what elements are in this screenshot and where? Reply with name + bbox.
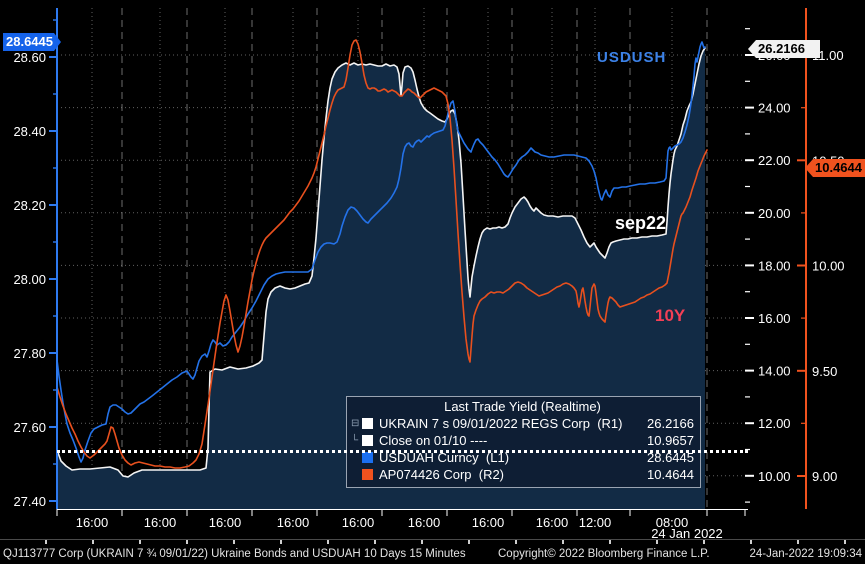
legend-row-0[interactable]: ⊟ UKRAIN 7 s 09/01/2022 REGS Corp (R1) 26.… (351, 415, 694, 432)
svg-text:08:00: 08:00 (656, 515, 689, 530)
legend-tree-glyph: ⊟ (351, 417, 360, 429)
svg-text:28.60: 28.60 (13, 50, 46, 65)
status-security-description: QJ113777 Corp (UKRAIN 7 ¾ 09/01/22) Ukra… (3, 548, 466, 560)
legend-swatch-icon (362, 452, 373, 463)
svg-text:16.00: 16.00 (758, 311, 791, 326)
svg-text:10.00: 10.00 (758, 469, 791, 484)
legend-value: 28.6445 (647, 450, 694, 465)
chart-plot-area[interactable]: 28.6028.4028.2028.0027.8027.6027.4026.00… (0, 0, 865, 538)
legend-row-1[interactable]: └ Close on 01/10 ---- 10.9657 (351, 432, 694, 449)
legend-row-3[interactable]: AP074426 Corp (R2) 10.4644 (351, 466, 694, 483)
svg-text:16:00: 16:00 (408, 515, 441, 530)
legend-row-2[interactable]: USDUAH Curncy (L1) 28.6445 (351, 449, 694, 466)
svg-text:14.00: 14.00 (758, 364, 791, 379)
svg-text:22.00: 22.00 (758, 153, 791, 168)
legend-label: Close on 01/10 ---- (379, 433, 488, 448)
series-line-usduah (56, 41, 706, 463)
legend-label: UKRAIN 7 s 09/01/2022 REGS Corp (R1) (379, 416, 623, 431)
svg-text:28.00: 28.00 (13, 272, 46, 287)
last-value-tag-10y-bond: 10.4644 (805, 159, 865, 177)
chart-legend[interactable]: Last Trade Yield (Realtime) ⊟ UKRAIN 7 s … (346, 396, 701, 488)
x-axis: 16:00 16:00 16:00 16:00 16:00 16:00 16:00 16:00… (56, 509, 748, 538)
annotation-10y: 10Y (655, 306, 686, 325)
svg-text:16:00: 16:00 (277, 515, 310, 530)
last-value-tag-usduah: 28.6445 (3, 33, 61, 51)
status-bar: QJ113777 Corp (UKRAIN 7 ¾ 09/01/22) Ukra… (0, 539, 865, 564)
svg-text:28.20: 28.20 (13, 198, 46, 213)
legend-title: Last Trade Yield (Realtime) (444, 399, 601, 414)
close-reference-line (57, 450, 748, 453)
svg-text:16:00: 16:00 (472, 515, 505, 530)
legend-label: AP074426 Corp (R2) (379, 467, 505, 482)
svg-text:16:00: 16:00 (342, 515, 375, 530)
legend-value: 10.4644 (647, 467, 694, 482)
svg-text:16:00: 16:00 (536, 515, 569, 530)
svg-text:24.00: 24.00 (758, 101, 791, 116)
svg-text:27.60: 27.60 (13, 420, 46, 435)
series-line-sep22 (56, 47, 706, 478)
svg-text:18.00: 18.00 (758, 258, 791, 273)
svg-text:9.50: 9.50 (812, 364, 837, 379)
legend-swatch-icon (362, 418, 373, 429)
legend-label: USDUAH Curncy (L1) (379, 450, 510, 465)
legend-value: 10.9657 (647, 433, 694, 448)
svg-text:27.80: 27.80 (13, 346, 46, 361)
last-value-tag-ukrain-bond: 26.2166 (748, 40, 820, 58)
legend-swatch-icon (362, 469, 373, 480)
svg-text:16:00: 16:00 (144, 515, 177, 530)
svg-text:28.40: 28.40 (13, 124, 46, 139)
svg-text:9.00: 9.00 (812, 469, 837, 484)
svg-text:12.00: 12.00 (758, 416, 791, 431)
svg-text:10.00: 10.00 (812, 259, 845, 274)
status-copyright: Copyright© 2022 Bloomberg Finance L.P. (498, 548, 710, 560)
legend-tree-glyph: └ (351, 434, 359, 446)
series-line-10y (56, 39, 708, 469)
status-timestamp: 24-Jan-2022 19:09:34 (749, 548, 862, 560)
area-fill-bond-series (57, 48, 705, 509)
annotation-usdush: USDUSH (597, 49, 667, 66)
svg-text:16:00: 16:00 (76, 515, 109, 530)
svg-text:12:00: 12:00 (579, 515, 612, 530)
svg-text:16:00: 16:00 (209, 515, 242, 530)
svg-text:27.40: 27.40 (13, 494, 46, 509)
legend-value: 26.2166 (647, 416, 694, 431)
annotation-sep22: sep22 (615, 213, 667, 233)
svg-text:20.00: 20.00 (758, 206, 791, 221)
legend-swatch-icon (362, 435, 373, 446)
svg-text:24 Jan 2022: 24 Jan 2022 (651, 526, 723, 538)
